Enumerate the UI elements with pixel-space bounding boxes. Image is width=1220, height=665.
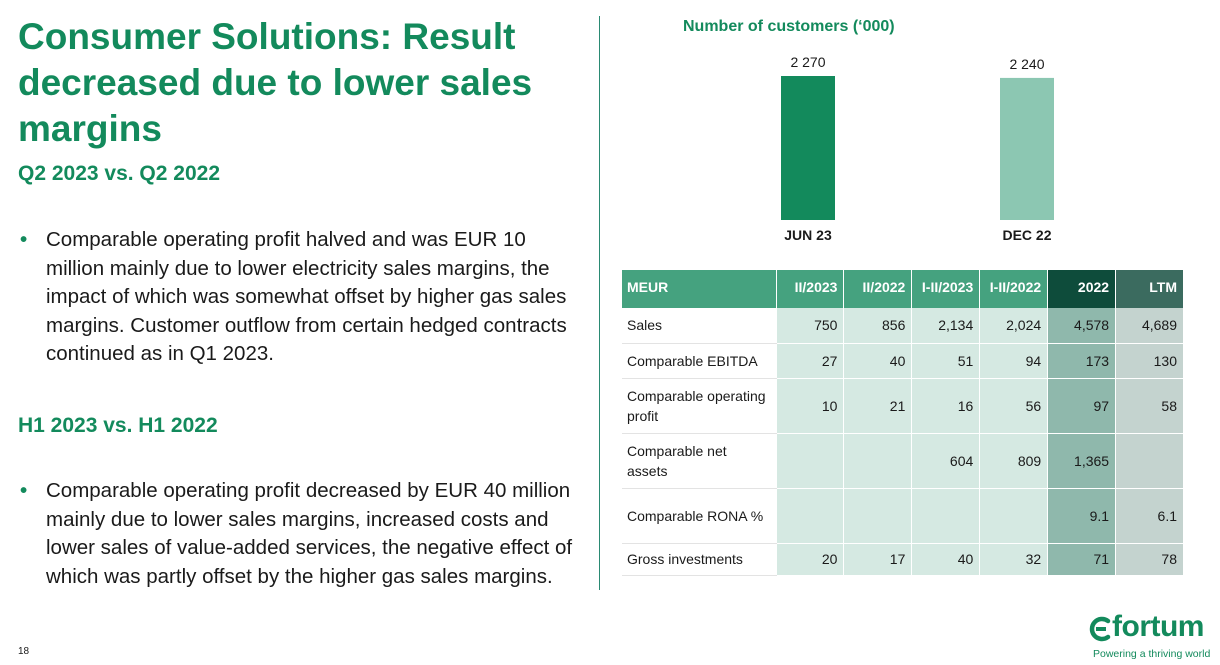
section-heading-h1: H1 2023 vs. H1 2022 <box>18 414 218 437</box>
table-cell: 9.1 <box>1047 488 1117 544</box>
table-cell <box>776 488 845 544</box>
table-cell <box>911 488 981 544</box>
table-header-row: MEUR II/2023 II/2022 I-II/2023 I-II/2022… <box>622 270 1184 308</box>
header-q2-2022: II/2022 <box>843 270 913 308</box>
bar-value-label: 2 270 <box>790 54 825 70</box>
row-label: Comparable net assets <box>622 433 777 489</box>
table-cell: 4,689 <box>1115 308 1184 344</box>
table-cell: 97 <box>1047 378 1117 434</box>
chart-svg: 2 270 JUN 23 2 240 DEC 22 <box>781 54 1054 243</box>
row-label: Comparable RONA % <box>622 488 777 544</box>
table-cell: 58 <box>1115 378 1184 434</box>
table-cell: 20 <box>776 543 845 576</box>
table-cell: 40 <box>843 343 913 379</box>
table-cell: 809 <box>979 433 1049 489</box>
fortum-logo: fortum Powering a thriving world <box>1088 610 1214 662</box>
table-cell <box>776 433 845 489</box>
header-h1-2022: I-II/2022 <box>979 270 1049 308</box>
chart-title: Number of customers (‘000) <box>683 18 895 35</box>
header-meur: MEUR <box>622 270 777 308</box>
bar-1 <box>1000 77 1054 221</box>
bullet-q2: • Comparable operating profit halved and… <box>18 226 588 369</box>
bar-0 <box>781 76 835 220</box>
bullet-h1-text: Comparable operating profit decreased by… <box>46 479 573 588</box>
table-cell: 27 <box>776 343 845 379</box>
table-cell: 2,024 <box>979 308 1049 344</box>
table-cell: 4,578 <box>1047 308 1117 344</box>
row-label: Sales <box>622 308 777 344</box>
table-row: Comparable net assets 604 809 1,365 <box>622 433 1184 489</box>
table-row: Gross investments 20 17 40 32 71 78 <box>622 543 1184 576</box>
table-cell <box>843 433 913 489</box>
bullet-q2-text: Comparable operating profit halved and w… <box>46 228 567 365</box>
page-number: 18 <box>18 646 30 657</box>
section-heading-q2: Q2 2023 vs. Q2 2022 <box>18 162 220 185</box>
header-2022: 2022 <box>1047 270 1117 308</box>
header-h1-2023: I-II/2023 <box>911 270 981 308</box>
table-cell: 71 <box>1047 543 1117 576</box>
table-cell: 173 <box>1047 343 1117 379</box>
category-label: DEC 22 <box>1002 227 1051 243</box>
row-label: Comparable EBITDA <box>622 343 777 379</box>
table-cell: 16 <box>911 378 981 434</box>
table-row: Comparable operating profit 10 21 16 56 97 58 <box>622 378 1184 434</box>
vertical-divider <box>599 16 600 590</box>
category-label: JUN 23 <box>784 227 832 243</box>
table-cell: 78 <box>1115 543 1184 576</box>
table-cell <box>843 488 913 544</box>
header-q2-2023: II/2023 <box>776 270 845 308</box>
bullet-h1: • Comparable operating profit decreased … <box>18 477 588 591</box>
table-cell: 856 <box>843 308 913 344</box>
table-cell: 51 <box>911 343 981 379</box>
fortum-logo-mark-icon <box>1089 616 1111 642</box>
table-cell <box>979 488 1049 544</box>
table-row: Comparable EBITDA 27 40 51 94 173 130 <box>622 343 1184 379</box>
table-cell: 604 <box>911 433 981 489</box>
fortum-tagline: Powering a thriving world <box>1093 648 1211 660</box>
bullet-dot: • <box>20 228 28 251</box>
table-cell: 21 <box>843 378 913 434</box>
table-cell: 56 <box>979 378 1049 434</box>
table-cell: 750 <box>776 308 845 344</box>
table-cell <box>1115 433 1184 489</box>
table-row: Comparable RONA % 9.1 6.1 <box>622 488 1184 544</box>
financials-table: MEUR II/2023 II/2022 I-II/2023 I-II/2022… <box>622 270 1184 576</box>
table-cell: 32 <box>979 543 1049 576</box>
table-cell: 1,365 <box>1047 433 1117 489</box>
header-ltm: LTM <box>1115 270 1184 308</box>
fortum-wordmark: fortum <box>1112 610 1204 643</box>
row-label: Gross investments <box>622 543 777 576</box>
table-row: Sales 750 856 2,134 2,024 4,578 4,689 <box>622 308 1184 344</box>
table-cell: 130 <box>1115 343 1184 379</box>
table-cell: 6.1 <box>1115 488 1184 544</box>
table-cell: 10 <box>776 378 845 434</box>
table-cell: 2,134 <box>911 308 981 344</box>
row-label: Comparable operating profit <box>622 378 777 434</box>
bullet-dot: • <box>20 479 28 502</box>
bar-value-label: 2 240 <box>1009 56 1044 72</box>
slide-title: Consumer Solutions: Result decreased due… <box>18 16 533 149</box>
table-cell: 94 <box>979 343 1049 379</box>
table-cell: 17 <box>843 543 913 576</box>
customers-bar-chart: 2 270 JUN 23 2 240 DEC 22 <box>620 40 1200 250</box>
table-cell: 40 <box>911 543 981 576</box>
